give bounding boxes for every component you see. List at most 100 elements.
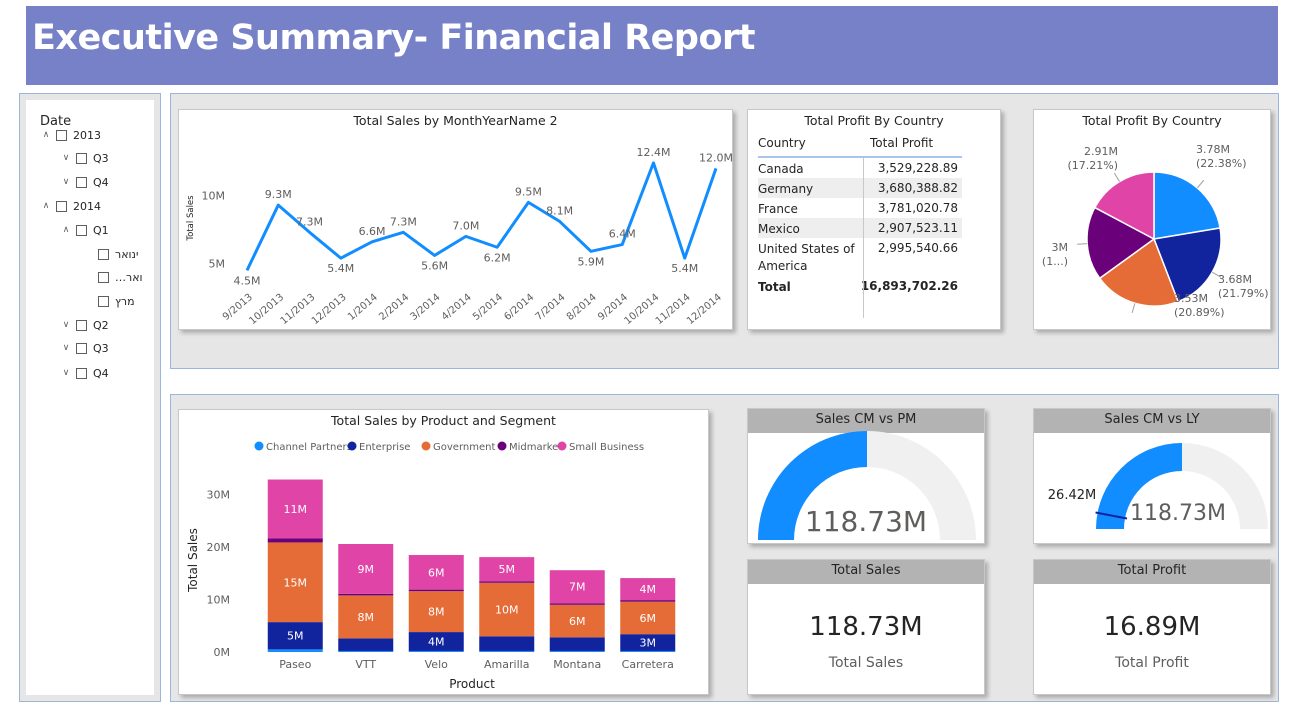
bar-segment[interactable] <box>408 555 464 590</box>
legend-label[interactable]: Midmarket <box>509 442 562 453</box>
legend-marker <box>347 441 357 451</box>
slicer-item[interactable]: ∨ Q4 <box>60 173 109 191</box>
bar-segment[interactable] <box>479 636 535 651</box>
checkbox[interactable] <box>56 129 67 141</box>
checkbox[interactable] <box>76 342 87 354</box>
checkbox[interactable] <box>76 152 87 164</box>
chevron-down-icon[interactable]: ∨ <box>62 343 70 353</box>
slicer-item[interactable]: ∨ Q3 <box>60 339 109 357</box>
bar-segment[interactable] <box>267 622 323 650</box>
gauge-cm-pm-card[interactable]: Sales CM vs PM 118.73M <box>747 408 985 544</box>
bar-y-tick: 0M <box>214 646 231 659</box>
checkbox[interactable] <box>76 176 87 188</box>
slicer-item[interactable]: ∨ Q2 <box>60 316 109 334</box>
chevron-down-icon[interactable]: ∨ <box>62 153 70 163</box>
chevron-down-icon[interactable]: ∨ <box>62 320 70 330</box>
bar-segment[interactable] <box>338 638 394 651</box>
bar-segment[interactable] <box>620 634 676 651</box>
pie-chart-card[interactable]: Total Profit By Country 3.78M (22.38%) 3.6… <box>1033 109 1271 330</box>
pie-slice[interactable] <box>1153 171 1221 240</box>
bar-segment[interactable] <box>408 589 464 592</box>
bar-segment[interactable] <box>267 538 323 543</box>
line-series[interactable] <box>245 161 718 272</box>
bar-segment[interactable] <box>408 650 464 652</box>
legend-label[interactable]: Government <box>433 442 495 453</box>
gauge-cm-ly: 26.42M <box>1048 443 1268 529</box>
slicer-item[interactable]: ∨ Q4 <box>60 364 109 382</box>
legend-label[interactable]: Enterprise <box>359 442 410 453</box>
profit-column-header[interactable]: Total Profit <box>870 136 934 150</box>
bar-segment[interactable] <box>549 570 605 604</box>
checkbox[interactable] <box>98 295 109 307</box>
bar-segment[interactable] <box>549 650 605 652</box>
legend-label[interactable]: Small Business <box>569 442 644 453</box>
bar-segment[interactable] <box>479 581 535 583</box>
table-cell-country: Canada <box>758 162 804 176</box>
slicer-item[interactable]: …ואר <box>98 268 143 286</box>
pie-chart-title: Total Profit By Country <box>1082 113 1222 128</box>
bar-segment[interactable] <box>620 650 676 652</box>
bar-segment[interactable] <box>620 600 676 602</box>
bar-segment[interactable] <box>408 591 464 633</box>
gauge-cm-ly-value: 118.73M <box>1130 501 1226 526</box>
bar-segment[interactable] <box>267 479 323 539</box>
checkbox[interactable] <box>76 319 87 331</box>
checkbox[interactable] <box>56 200 67 212</box>
bar-segment[interactable] <box>338 595 394 639</box>
pie-percent-label: (1...) <box>1042 255 1068 268</box>
bar-segment[interactable] <box>267 542 323 623</box>
slicer-item[interactable]: ∧ 2013 <box>40 126 101 144</box>
chevron-up-icon[interactable]: ∧ <box>42 130 50 140</box>
pie-slice[interactable] <box>1093 171 1155 241</box>
slicer-item[interactable]: ∨ Q3 <box>60 149 109 167</box>
pie-slice[interactable] <box>1098 237 1180 307</box>
checkbox[interactable] <box>98 271 109 283</box>
bar-segment[interactable] <box>338 544 394 594</box>
table-cell-profit: 2,995,540.66 <box>877 241 958 255</box>
kpi-sales-card[interactable]: Total Sales 118.73M Total Sales <box>747 559 985 695</box>
line-x-tick: 1/2014 <box>346 292 380 323</box>
slicer-item[interactable]: ∧ 2014 <box>40 197 101 215</box>
bar-segment[interactable] <box>549 604 605 638</box>
table-total-value: 16,893,702.26 <box>860 279 958 293</box>
chevron-up-icon[interactable]: ∧ <box>42 201 50 211</box>
legend-marker <box>497 441 507 451</box>
legend-label[interactable]: Channel Partners <box>266 442 352 453</box>
profit-table-card[interactable]: Total Profit By Country Country Total Pr… <box>747 109 1001 330</box>
bar-segment[interactable] <box>479 650 535 652</box>
bar-x-tick: Velo <box>425 658 448 671</box>
pie-leader-line <box>1131 303 1136 313</box>
table-cell-profit: 3,781,020.78 <box>877 201 958 215</box>
bar-segment[interactable] <box>620 601 676 635</box>
slicer-item[interactable]: מרץ <box>98 292 135 310</box>
bar-segment[interactable] <box>267 649 323 652</box>
bar-chart-card[interactable]: Total Sales by Product and Segment Chann… <box>178 409 709 695</box>
slicer-item[interactable]: ∧ Q1 <box>60 221 109 239</box>
pie-slice[interactable] <box>1086 206 1156 280</box>
bar-segment[interactable] <box>620 578 676 601</box>
chevron-down-icon[interactable]: ∨ <box>62 177 70 187</box>
line-data-label: 7.3M <box>296 215 323 228</box>
bar-segment[interactable] <box>479 582 535 637</box>
bar-segment[interactable] <box>479 557 535 582</box>
chevron-up-icon[interactable]: ∧ <box>62 225 70 235</box>
bar-segment[interactable] <box>338 593 394 596</box>
bar-segment[interactable] <box>408 632 464 651</box>
bar-segment[interactable] <box>549 637 605 651</box>
line-chart-card[interactable]: Total Sales by MonthYearName 2 Total Sal… <box>178 109 733 330</box>
bar-data-label: 3M <box>640 637 657 650</box>
country-column-header[interactable]: Country <box>758 136 806 150</box>
kpi-profit-card[interactable]: Total Profit 16.89M Total Profit <box>1033 559 1271 695</box>
chevron-down-icon[interactable]: ∨ <box>62 368 70 378</box>
checkbox[interactable] <box>98 248 109 260</box>
checkbox[interactable] <box>76 224 87 236</box>
bar-segment[interactable] <box>549 603 605 605</box>
bar-segment[interactable] <box>338 650 394 652</box>
table-cell-country: United States of America <box>758 242 855 273</box>
line-x-tick: 6/2014 <box>502 292 536 323</box>
slicer-item[interactable]: ינואר <box>98 245 138 263</box>
pie-leader-line <box>1113 172 1120 182</box>
legend-marker <box>557 441 567 451</box>
gauge-cm-ly-card[interactable]: Sales CM vs LY 26.42M 118.73M <box>1033 408 1271 544</box>
checkbox[interactable] <box>76 367 87 379</box>
